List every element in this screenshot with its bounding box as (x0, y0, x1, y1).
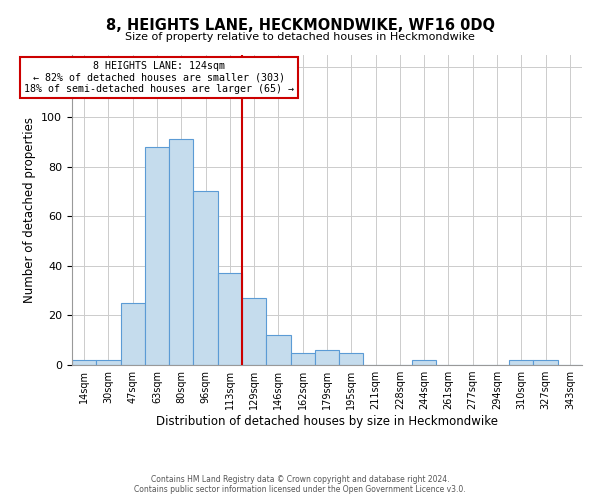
Bar (290, 352, 315, 365)
Text: Contains HM Land Registry data © Crown copyright and database right 2024.
Contai: Contains HM Land Registry data © Crown c… (134, 474, 466, 494)
Bar (412, 360, 436, 365)
Bar (169, 140, 193, 365)
Bar (145, 147, 169, 365)
Bar (121, 303, 145, 365)
Bar (533, 360, 558, 365)
Bar (315, 350, 339, 365)
Bar (509, 360, 533, 365)
Text: Size of property relative to detached houses in Heckmondwike: Size of property relative to detached ho… (125, 32, 475, 42)
Bar (242, 298, 266, 365)
Text: 8, HEIGHTS LANE, HECKMONDWIKE, WF16 0DQ: 8, HEIGHTS LANE, HECKMONDWIKE, WF16 0DQ (106, 18, 494, 32)
Bar (266, 335, 290, 365)
Y-axis label: Number of detached properties: Number of detached properties (23, 117, 35, 303)
Bar (193, 192, 218, 365)
Bar (72, 360, 96, 365)
Text: 8 HEIGHTS LANE: 124sqm
← 82% of detached houses are smaller (303)
18% of semi-de: 8 HEIGHTS LANE: 124sqm ← 82% of detached… (25, 60, 295, 94)
Bar (96, 360, 121, 365)
Bar (339, 352, 364, 365)
X-axis label: Distribution of detached houses by size in Heckmondwike: Distribution of detached houses by size … (156, 415, 498, 428)
Bar (218, 273, 242, 365)
